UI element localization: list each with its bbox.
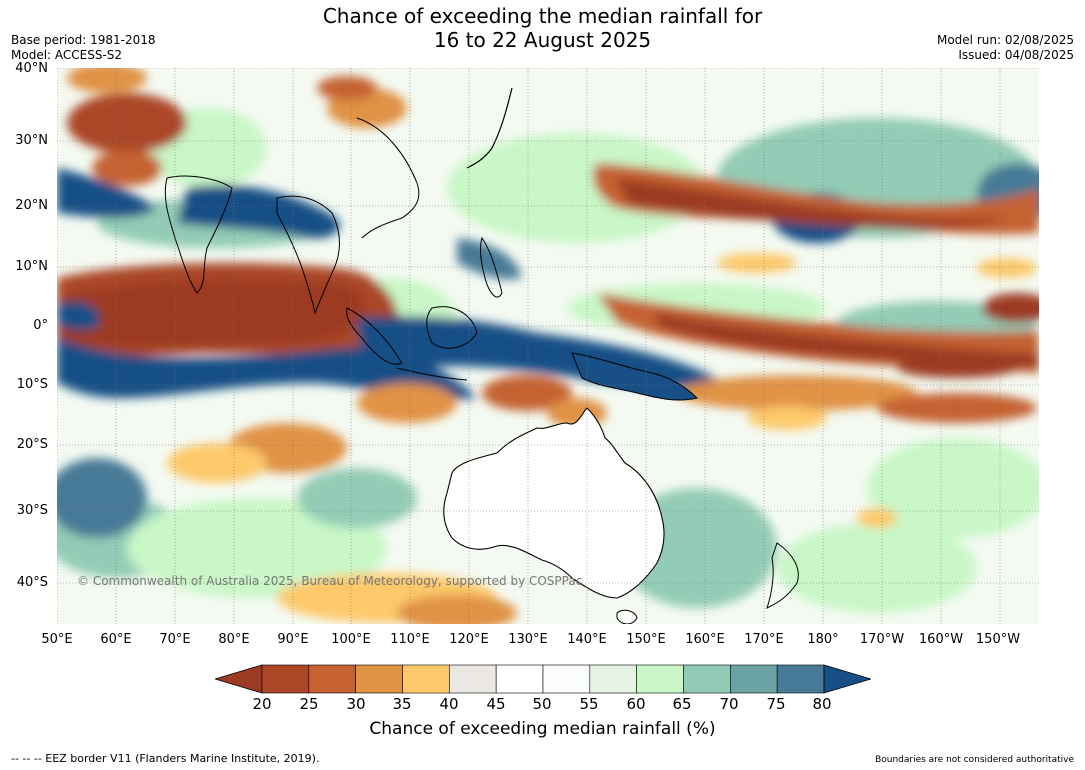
- colorbar-cell: [730, 664, 778, 694]
- lon-label-150e: 150°E: [626, 632, 666, 647]
- colorbar-over-arrow: [823, 664, 871, 694]
- colorbar-cell: [402, 664, 450, 694]
- lat-label-20n: 20°N: [15, 198, 48, 213]
- lat-label-10n: 10°N: [15, 259, 48, 274]
- sumatra-outline: [346, 307, 403, 365]
- lon-label-110e: 110°E: [390, 632, 430, 647]
- cb-tick-60: 60: [626, 695, 646, 713]
- colorbar-label: Chance of exceeding median rainfall (%): [369, 719, 716, 739]
- lon-label-50e: 50°E: [41, 632, 73, 647]
- colorbar-cell: [355, 664, 403, 694]
- lon-label-80e: 80°E: [218, 632, 250, 647]
- lat-label-30n: 30°N: [15, 133, 48, 148]
- lon-label-180: 180°: [807, 632, 839, 647]
- cb-tick-45: 45: [486, 695, 506, 713]
- cb-tick-20: 20: [252, 695, 272, 713]
- cb-tick-40: 40: [439, 695, 459, 713]
- lat-label-10s: 10°S: [16, 377, 48, 392]
- colorbar-cell: [636, 664, 684, 694]
- philippines-outline: [480, 236, 503, 298]
- colorbar-cell: [542, 664, 591, 694]
- borneo-outline: [426, 306, 478, 349]
- cb-tick-50: 50: [532, 695, 552, 713]
- cb-tick-80: 80: [812, 695, 832, 713]
- lat-label-30s: 30°S: [16, 503, 48, 518]
- lon-label-170e: 170°E: [744, 632, 784, 647]
- lat-label-40n: 40°N: [15, 61, 48, 76]
- lon-label-140e: 140°E: [567, 632, 607, 647]
- lon-label-160w: 160°W: [918, 632, 964, 647]
- lon-label-150w: 150°W: [975, 632, 1021, 647]
- title-line-1: Chance of exceeding the median rainfall …: [322, 4, 763, 28]
- cb-tick-65: 65: [672, 695, 692, 713]
- cb-tick-25: 25: [299, 695, 319, 713]
- lat-label-40s: 40°S: [16, 575, 48, 590]
- cb-tick-30: 30: [346, 695, 366, 713]
- new-guinea-outline: [571, 352, 698, 401]
- australia-outline: [443, 407, 665, 599]
- tasmania-outline: [616, 609, 638, 624]
- lon-label-70e: 70°E: [159, 632, 191, 647]
- colorbar-cells: [261, 664, 825, 694]
- colorbar: [215, 664, 871, 694]
- lon-label-60e: 60°E: [100, 632, 132, 647]
- lon-label-120e: 120°E: [449, 632, 489, 647]
- colorbar-cell: [589, 664, 637, 694]
- se-asia-outline: [276, 195, 340, 315]
- cb-tick-55: 55: [579, 695, 599, 713]
- colorbar-cell: [776, 664, 825, 694]
- meta-left: Base period: 1981-2018 Model: ACCESS-S2: [11, 33, 156, 63]
- lat-label-20s: 20°S: [16, 437, 48, 452]
- lat-label-0: 0°: [33, 318, 48, 333]
- colorbar-cell: [683, 664, 731, 694]
- issued-date: Issued: 04/08/2025: [958, 48, 1074, 62]
- colorbar-cell: [495, 664, 544, 694]
- colorbar-cell: [308, 664, 356, 694]
- model-name: Model: ACCESS-S2: [11, 48, 123, 62]
- japan-outline: [466, 87, 513, 169]
- cb-tick-35: 35: [392, 695, 412, 713]
- rainfall-map: © Commonwealth of Australia 2025, Bureau…: [57, 68, 1039, 624]
- model-run: Model run: 02/08/2025: [936, 33, 1074, 47]
- eez-border-legend: -- -- -- EEZ border V11 (Flanders Marine…: [11, 752, 320, 765]
- title-line-2: 16 to 22 August 2025: [433, 28, 652, 52]
- map-title: Chance of exceeding the median rainfall …: [0, 4, 1085, 52]
- boundaries-disclaimer: Boundaries are not considered authoritat…: [875, 755, 1074, 765]
- copyright-notice: © Commonwealth of Australia 2025, Bureau…: [77, 574, 582, 588]
- new-zealand-outline: [766, 542, 799, 609]
- probability-shading: [57, 68, 1039, 624]
- colorbar-under-arrow: [215, 664, 263, 694]
- colorbar-cell: [261, 664, 310, 694]
- lon-label-130e: 130°E: [508, 632, 548, 647]
- colorbar-cell: [449, 664, 497, 694]
- cb-tick-75: 75: [766, 695, 786, 713]
- lon-label-90e: 90°E: [277, 632, 309, 647]
- lon-label-160e: 160°E: [685, 632, 725, 647]
- meta-right: Model run: 02/08/2025 Issued: 04/08/2025: [937, 33, 1074, 63]
- lon-label-170w: 170°W: [859, 632, 905, 647]
- base-period: Base period: 1981-2018: [11, 33, 156, 47]
- cb-tick-70: 70: [719, 695, 739, 713]
- india-outline: [164, 175, 233, 294]
- java-outline: [396, 367, 468, 381]
- lon-label-100e: 100°E: [331, 632, 371, 647]
- china-coast: [356, 117, 420, 239]
